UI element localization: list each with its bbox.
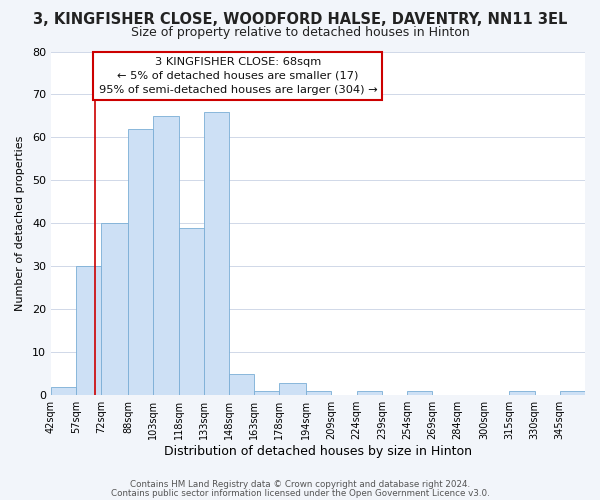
Bar [356,391,382,396]
Bar [51,387,76,396]
Bar [280,382,306,396]
Bar [101,224,128,396]
Text: Contains public sector information licensed under the Open Government Licence v3: Contains public sector information licen… [110,488,490,498]
Bar [179,228,204,396]
Bar [509,391,535,396]
Bar [128,129,154,396]
Text: 3 KINGFISHER CLOSE: 68sqm
← 5% of detached houses are smaller (17)
95% of semi-d: 3 KINGFISHER CLOSE: 68sqm ← 5% of detach… [98,56,377,94]
Bar [229,374,254,396]
Text: Contains HM Land Registry data © Crown copyright and database right 2024.: Contains HM Land Registry data © Crown c… [130,480,470,489]
Bar [76,266,101,396]
X-axis label: Distribution of detached houses by size in Hinton: Distribution of detached houses by size … [164,444,472,458]
Text: Size of property relative to detached houses in Hinton: Size of property relative to detached ho… [131,26,469,39]
Bar [254,391,280,396]
Bar [306,391,331,396]
Bar [154,116,179,396]
Bar [204,112,229,396]
Bar [560,391,585,396]
Y-axis label: Number of detached properties: Number of detached properties [15,136,25,311]
Bar [407,391,432,396]
Text: 3, KINGFISHER CLOSE, WOODFORD HALSE, DAVENTRY, NN11 3EL: 3, KINGFISHER CLOSE, WOODFORD HALSE, DAV… [33,12,567,26]
